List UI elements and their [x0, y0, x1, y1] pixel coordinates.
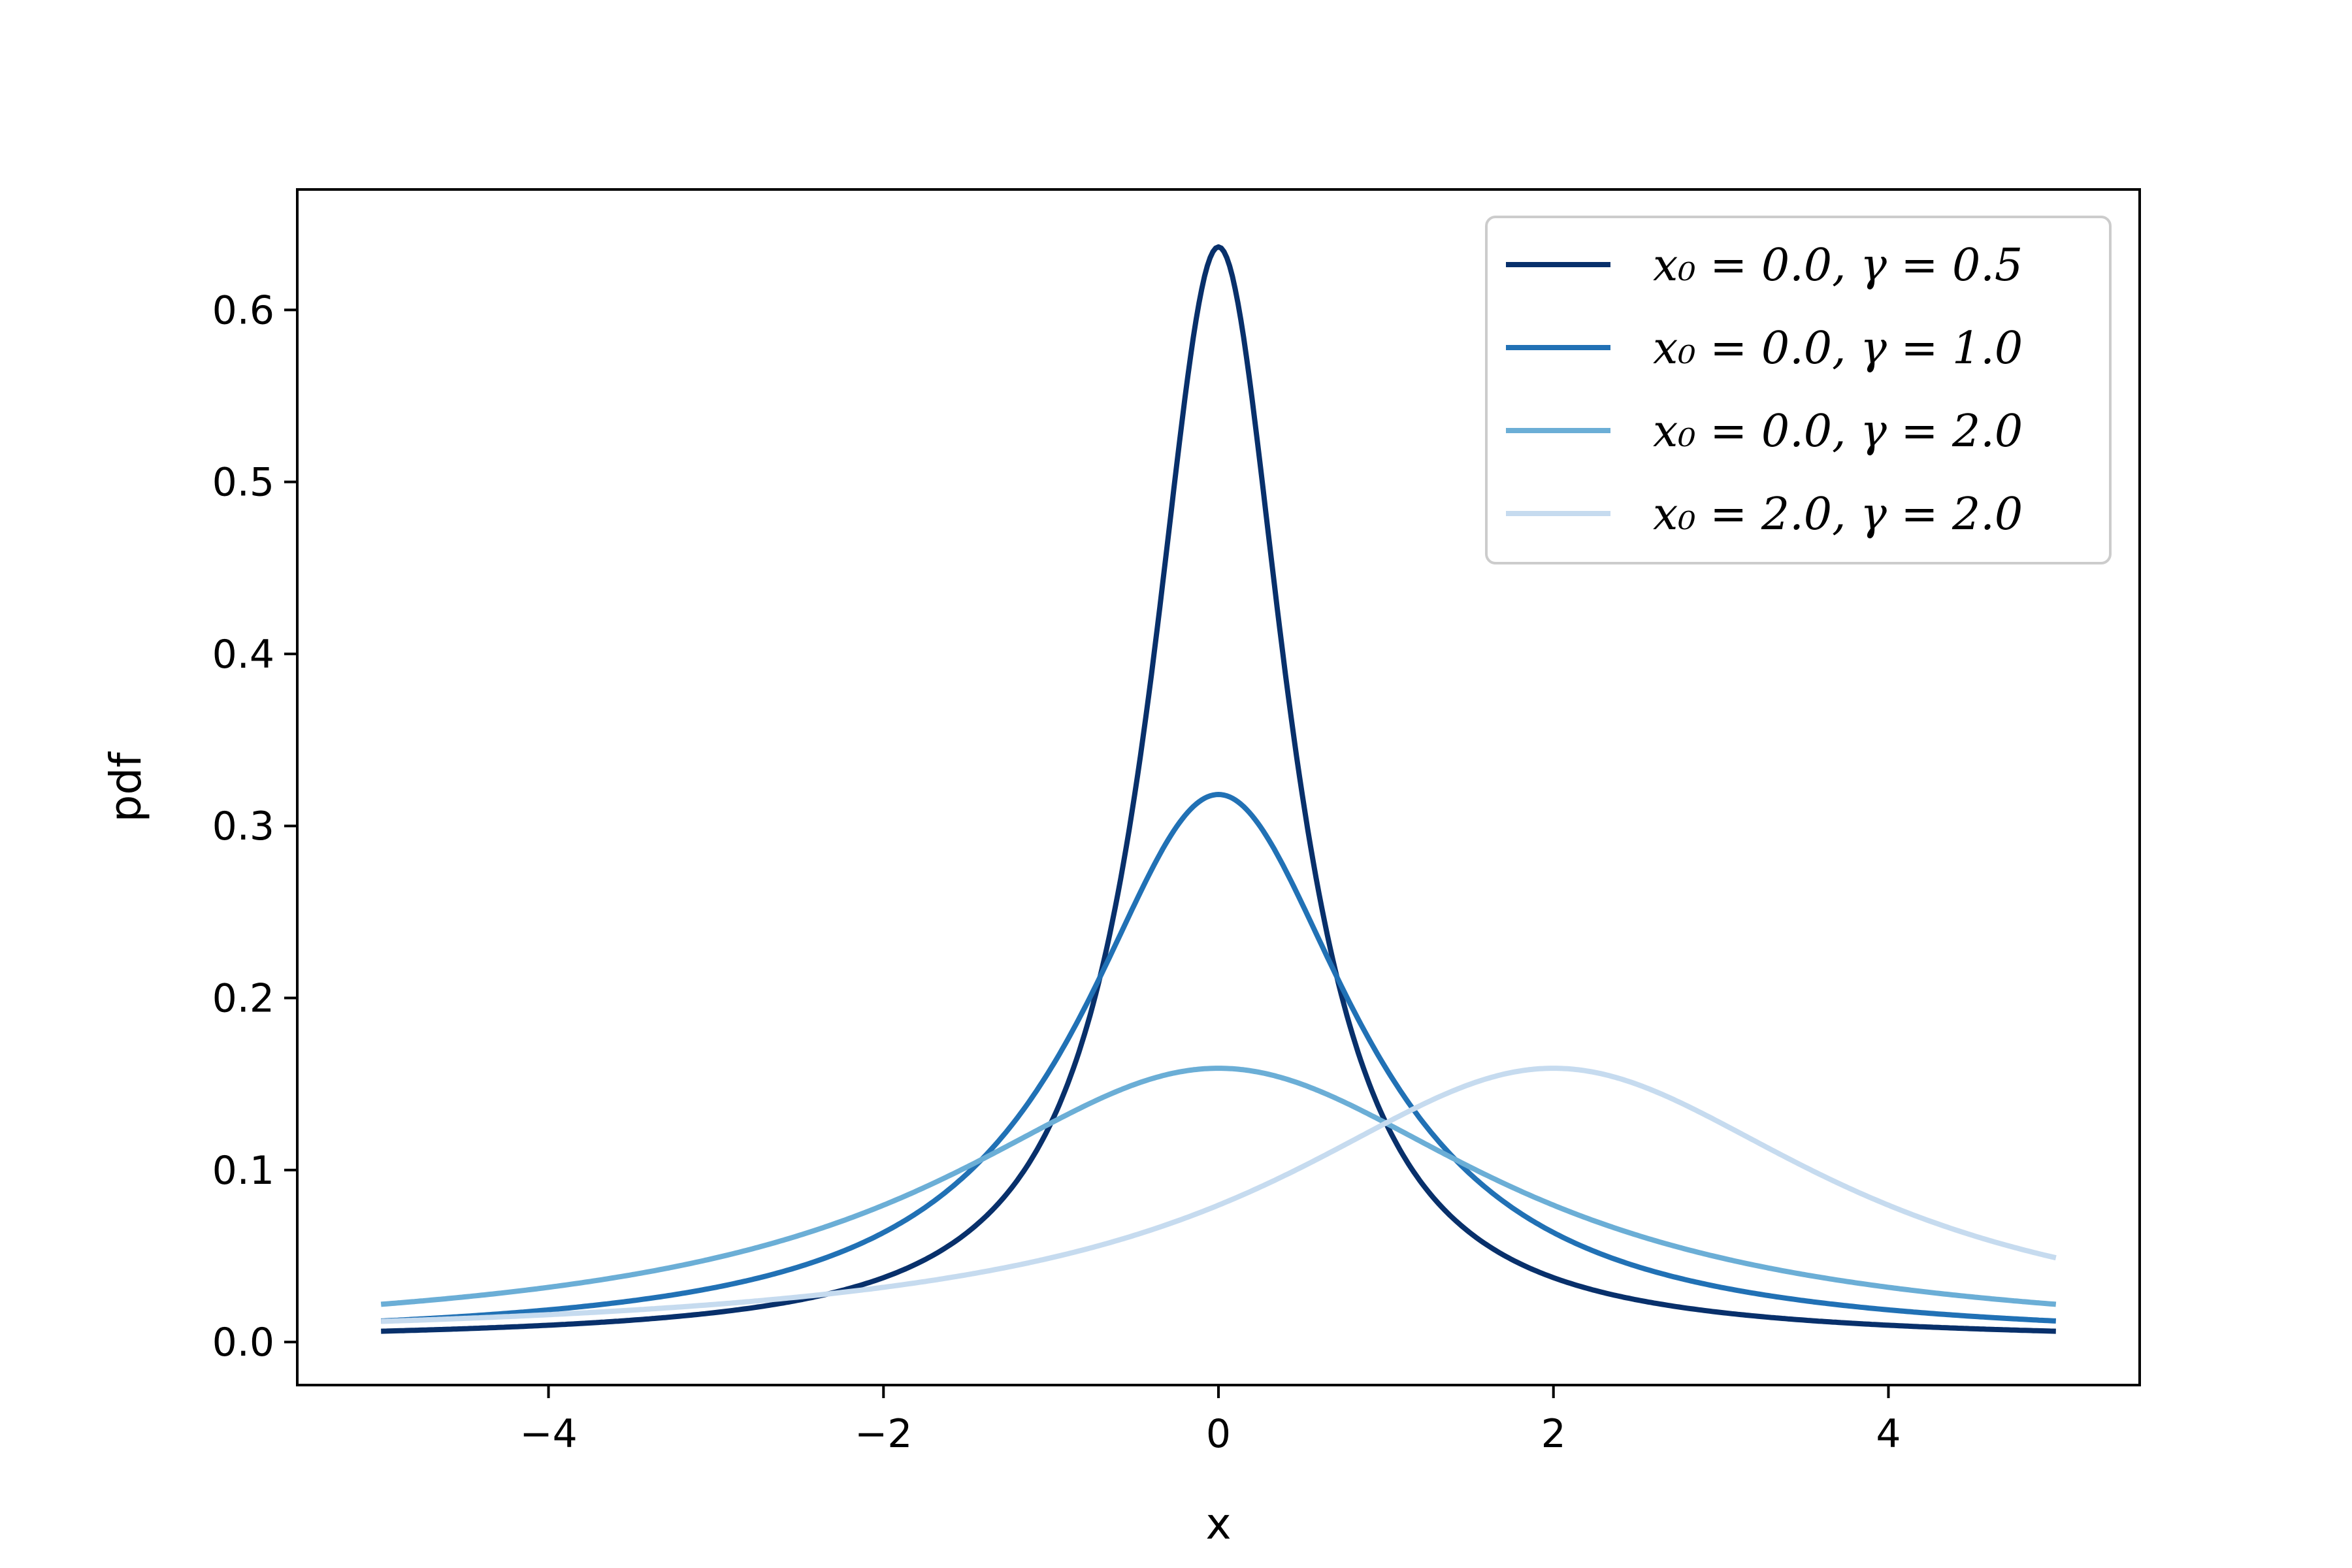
- legend-label-1: x₀ = 0.0, γ = 0.5: [1653, 240, 2023, 291]
- y-tick-label: 0.0: [212, 1320, 274, 1365]
- x-tick-label: −4: [519, 1411, 577, 1457]
- legend-box: [1485, 216, 2112, 564]
- x-tick-label: 4: [1876, 1411, 1901, 1457]
- legend-label-4: x₀ = 2.0, γ = 2.0: [1653, 489, 2023, 540]
- legend-entries: x₀ = 0.0, γ = 0.5 x₀ = 0.0, γ = 1.0 x₀ = 0…: [1506, 240, 2023, 540]
- plot-frame: [296, 188, 2141, 1386]
- series-line-1: [381, 244, 2056, 1334]
- legend-label-2: x₀ = 0.0, γ = 1.0: [1653, 323, 2023, 374]
- y-tick-label: 0.6: [212, 287, 274, 333]
- series-line-2: [381, 792, 2056, 1324]
- y-tick-label: 0.4: [212, 632, 274, 678]
- y-axis-label: pdf: [101, 751, 151, 823]
- legend-label-3: x₀ = 0.0, γ = 2.0: [1653, 406, 2023, 457]
- series-line-3: [380, 1066, 2057, 1307]
- x-tick-label: 2: [1541, 1411, 1566, 1457]
- y-tick-label: 0.5: [212, 460, 274, 506]
- y-tick-label: 0.2: [212, 976, 274, 1022]
- x-axis-ticks: −4 −2 0 2 4: [519, 1385, 1901, 1457]
- series-layer: [380, 244, 2057, 1334]
- x-tick-label: 0: [1206, 1411, 1231, 1457]
- x-tick-label: −2: [855, 1411, 912, 1457]
- y-tick-label: 0.1: [212, 1148, 274, 1194]
- y-tick-label: 0.3: [212, 804, 274, 849]
- y-axis-ticks: 0.0 0.1 0.2 0.3 0.4 0.5 0.6: [212, 287, 297, 1365]
- x-axis-label: x: [1205, 1499, 1231, 1549]
- legend: x₀ = 0.0, γ = 0.5 x₀ = 0.0, γ = 1.0 x₀ = 0…: [1485, 216, 2112, 564]
- series-line-4: [381, 1066, 2057, 1324]
